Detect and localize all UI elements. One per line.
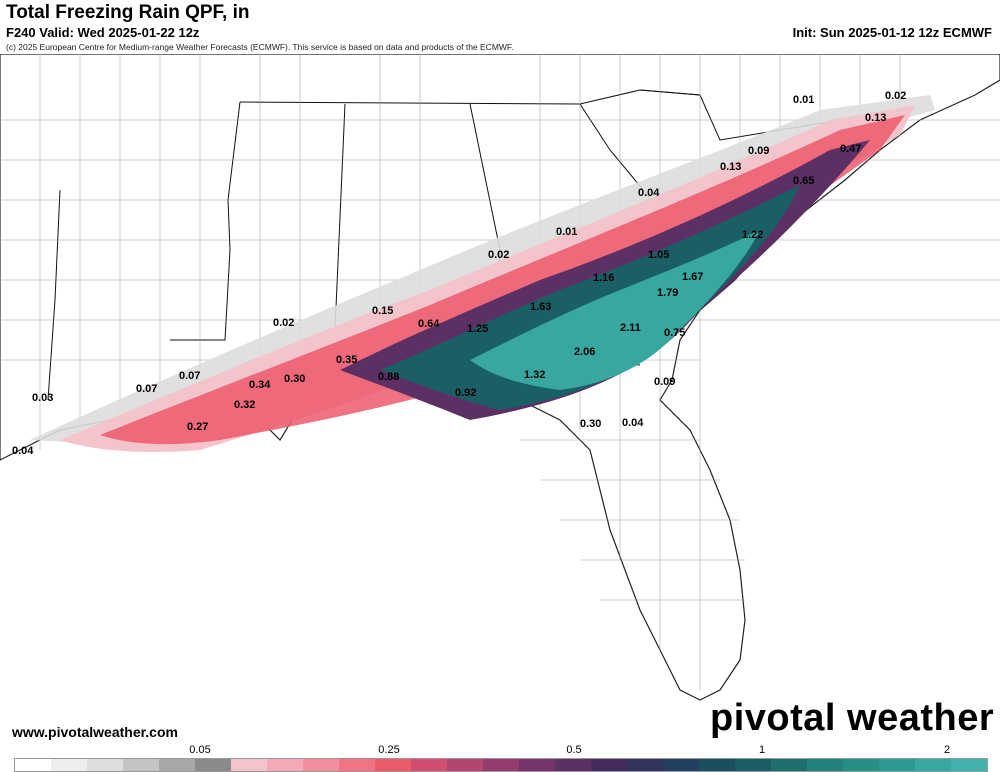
colorbar-tick-label: 0.25 <box>378 744 400 756</box>
qpf-value: 1.25 <box>467 323 488 335</box>
brand-text-right: tal weather <box>790 697 995 739</box>
colorbar-swatch <box>231 759 267 771</box>
colorbar-tick-label: 0.5 <box>566 744 582 756</box>
colorbar-tick-label: 1 <box>758 744 766 756</box>
colorbar-swatch <box>519 759 555 771</box>
qpf-value: 0.07 <box>136 383 157 395</box>
colorbar-swatch <box>447 759 483 771</box>
brand-text-left: pivo <box>710 697 791 739</box>
colorbar-swatch <box>15 759 51 771</box>
qpf-value: 0.03 <box>32 392 53 404</box>
qpf-value: 0.04 <box>622 417 644 429</box>
qpf-value: 2.11 <box>620 322 641 334</box>
qpf-value: 0.02 <box>488 249 509 261</box>
qpf-value: 1.16 <box>593 272 614 284</box>
colorbar-swatch <box>51 759 87 771</box>
qpf-value: 0.30 <box>580 418 601 430</box>
qpf-value: 0.64 <box>418 318 440 330</box>
copyright-notice: (c) 2025 European Centre for Medium-rang… <box>6 42 514 52</box>
colorbar-swatch <box>483 759 519 771</box>
qpf-value: 0.32 <box>234 399 255 411</box>
colorbar-tick-label: 0.05 <box>189 744 211 756</box>
qpf-shading <box>30 95 935 452</box>
qpf-value: 0.34 <box>249 379 271 391</box>
colorbar-swatch <box>267 759 303 771</box>
colorbar-swatch <box>915 759 951 771</box>
qpf-value: 0.01 <box>793 94 814 106</box>
qpf-value: 0.15 <box>372 305 393 317</box>
map-title: Total Freezing Rain QPF, in <box>6 2 250 23</box>
qpf-value: 1.05 <box>648 249 669 261</box>
qpf-value: 1.67 <box>682 271 703 283</box>
qpf-value: 2.06 <box>574 346 595 358</box>
qpf-value: 0.65 <box>793 175 814 187</box>
qpf-value: 0.02 <box>273 317 294 329</box>
colorbar-swatch <box>411 759 447 771</box>
colorbar-swatch <box>627 759 663 771</box>
colorbar-swatch <box>159 759 195 771</box>
website-url[interactable]: www.pivotalweather.com <box>12 724 178 740</box>
colorbar-swatch <box>879 759 915 771</box>
colorbar-swatch <box>555 759 591 771</box>
qpf-value: 1.22 <box>742 229 763 241</box>
qpf-value: 0.92 <box>455 387 476 399</box>
qpf-value: 0.04 <box>638 187 660 199</box>
qpf-value: 0.02 <box>885 90 906 102</box>
qpf-value: 0.09 <box>654 376 675 388</box>
qpf-value: 0.01 <box>556 226 577 238</box>
colorbar-swatch <box>195 759 231 771</box>
colorbar-swatch <box>303 759 339 771</box>
colorbar-swatch <box>735 759 771 771</box>
qpf-value: 0.30 <box>284 373 305 385</box>
qpf-value: 0.13 <box>720 161 741 173</box>
forecast-map[interactable]: 0.01 0.02 0.13 0.09 0.13 0.47 0.65 0.04 … <box>0 54 1000 744</box>
pivotal-weather-logo: pivotal weather <box>710 697 994 740</box>
qpf-value: 0.88 <box>378 371 399 383</box>
qpf-value-labels: 0.01 0.02 0.13 0.09 0.13 0.47 0.65 0.04 … <box>12 90 906 457</box>
qpf-value: 0.13 <box>865 112 886 124</box>
colorbar-swatch <box>699 759 735 771</box>
qpf-value: 0.27 <box>187 421 208 433</box>
colorbar-tick-label: 2 <box>943 744 951 756</box>
valid-time: F240 Valid: Wed 2025-01-22 12z <box>6 25 200 40</box>
qpf-value: 0.75 <box>664 327 685 339</box>
colorbar-swatch <box>807 759 843 771</box>
colorbar-swatch <box>339 759 375 771</box>
colorbar-swatch <box>843 759 879 771</box>
qpf-value: 1.63 <box>530 301 551 313</box>
qpf-value: 0.09 <box>748 145 769 157</box>
colorbar-swatch <box>951 759 987 771</box>
colorbar-swatch <box>123 759 159 771</box>
qpf-value: 0.07 <box>179 370 200 382</box>
qpf-value: 0.47 <box>840 143 861 155</box>
qpf-value: 1.32 <box>524 369 545 381</box>
colorbar-swatch <box>771 759 807 771</box>
init-time: Init: Sun 2025-01-12 12z ECMWF <box>792 25 992 40</box>
qpf-value: 1.79 <box>657 287 678 299</box>
colorbar-swatch <box>87 759 123 771</box>
qpf-value: 0.35 <box>336 354 357 366</box>
colorbar-swatch <box>591 759 627 771</box>
qpf-value: 0.04 <box>12 445 34 457</box>
colorbar-swatch <box>663 759 699 771</box>
colorbar <box>14 758 988 772</box>
colorbar-swatch <box>375 759 411 771</box>
